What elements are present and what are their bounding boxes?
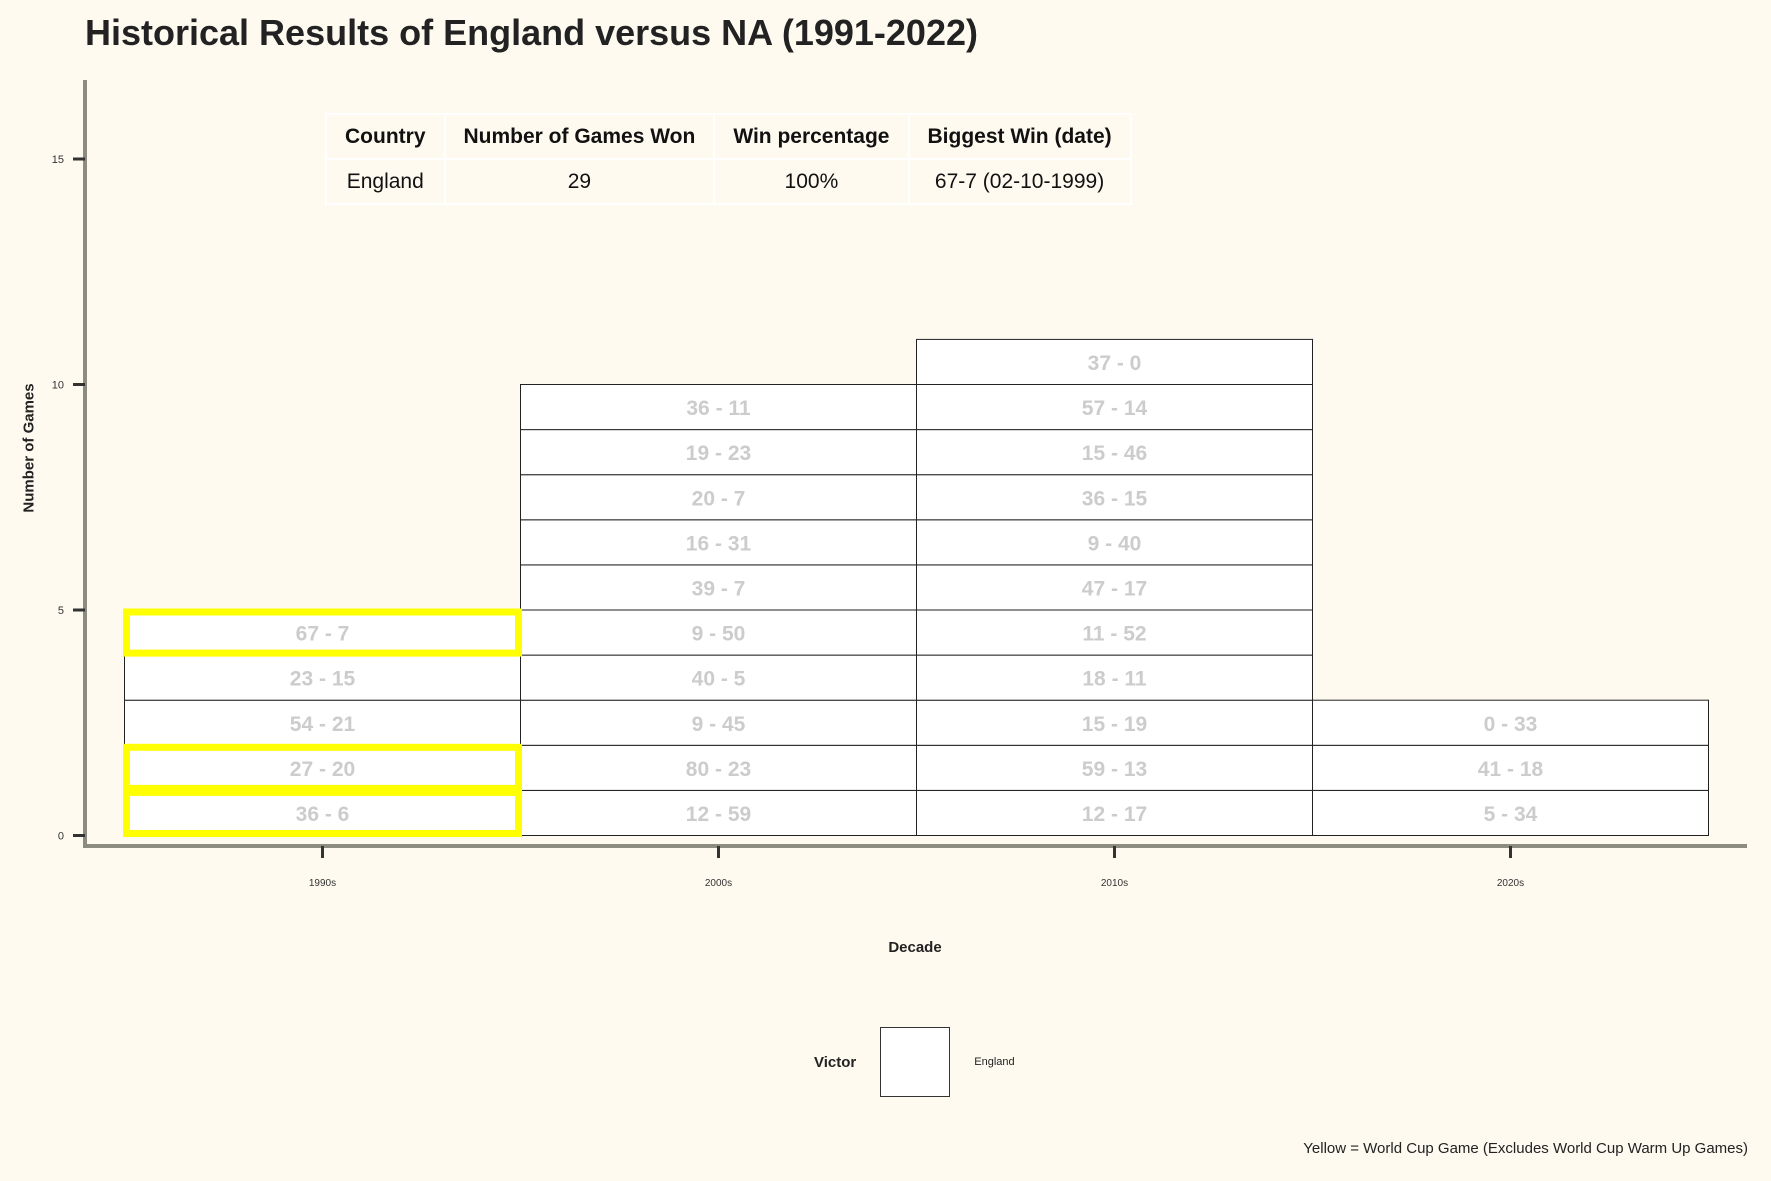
game-tile (916, 609, 1313, 656)
game-tile (916, 699, 1313, 746)
game-score-label: 54 - 21 (290, 713, 356, 736)
summary-cell-biggest-win: 67-7 (02-10-1999) (907, 158, 1132, 205)
y-tick-label: 5 (58, 605, 64, 617)
chart-title: Historical Results of England versus NA … (85, 12, 978, 53)
game-score-label: 23 - 15 (290, 668, 356, 691)
game-score-label: 36 - 11 (686, 397, 751, 420)
game-tile (1312, 744, 1709, 791)
game-score-label: 9 - 50 (692, 623, 746, 646)
y-tick-label: 0 (58, 831, 64, 843)
game-score-label: 0 - 33 (1484, 713, 1538, 736)
summary-header-games-won: Number of Games Won (443, 113, 716, 160)
game-score-label: 15 - 46 (1082, 442, 1147, 465)
summary-header-biggest-win: Biggest Win (date) (907, 113, 1132, 160)
game-score-label: 27 - 20 (290, 758, 355, 781)
game-tile (916, 338, 1313, 385)
game-score-label: 9 - 40 (1088, 532, 1142, 555)
summary-table-row: England 29 100% 67-7 (02-10-1999) (325, 158, 1132, 205)
y-tick-label: 10 (52, 380, 64, 392)
game-tile (1312, 699, 1709, 746)
game-tile (520, 429, 917, 476)
game-tile (520, 384, 917, 431)
legend-label-england: England (974, 1056, 1015, 1068)
game-tile (916, 744, 1313, 791)
game-tile (124, 699, 521, 746)
x-axis-label: Decade (888, 939, 942, 956)
game-tile (1312, 789, 1709, 837)
game-score-label: 20 - 7 (692, 487, 746, 510)
world-cup-highlight (123, 608, 522, 657)
game-score-label: 5 - 34 (1484, 803, 1538, 826)
world-cup-highlight (123, 788, 522, 838)
chart-caption: Yellow = World Cup Game (Excludes World … (1303, 1140, 1748, 1157)
game-score-label: 15 - 19 (1082, 713, 1147, 736)
summary-cell-games-won: 29 (443, 158, 716, 205)
game-tile (520, 744, 917, 791)
game-tile (916, 519, 1313, 566)
game-score-label: 41 - 18 (1478, 758, 1544, 781)
summary-table-header-row: Country Number of Games Won Win percenta… (325, 113, 1132, 160)
game-score-label: 19 - 23 (686, 442, 751, 465)
summary-header-country: Country (325, 113, 446, 160)
x-tick-label: 2010s (1101, 878, 1128, 889)
game-score-label: 9 - 45 (692, 713, 746, 736)
game-tile (520, 609, 917, 656)
game-score-label: 16 - 31 (686, 532, 752, 555)
game-tile (124, 654, 521, 701)
game-score-label: 12 - 59 (686, 803, 751, 826)
game-tile (520, 519, 917, 566)
summary-table: Country Number of Games Won Win percenta… (325, 113, 1132, 205)
game-score-label: 67 - 7 (296, 623, 350, 646)
game-tile (916, 654, 1313, 701)
legend-title: Victor (814, 1053, 857, 1071)
game-score-label: 36 - 15 (1082, 487, 1148, 510)
game-score-label: 57 - 14 (1082, 397, 1148, 420)
game-tile (916, 384, 1313, 431)
game-score-label: 12 - 17 (1082, 803, 1147, 826)
game-tile (124, 744, 521, 791)
legend-key-england (880, 1027, 951, 1097)
game-tile (916, 474, 1313, 521)
game-score-label: 80 - 23 (686, 758, 751, 781)
x-tick-label: 2000s (705, 878, 732, 889)
summary-cell-country: England (325, 158, 446, 205)
game-score-label: 11 - 52 (1082, 623, 1146, 646)
game-tile (520, 564, 917, 611)
game-score-label: 36 - 6 (296, 803, 350, 826)
game-score-label: 37 - 0 (1088, 352, 1142, 375)
game-score-label: 47 - 17 (1082, 577, 1147, 600)
legend: Victor England (814, 1026, 1015, 1098)
game-tile (520, 789, 917, 837)
y-axis-label: Number of Games (20, 383, 38, 513)
game-score-label: 39 - 7 (692, 577, 746, 600)
game-score-label: 40 - 5 (692, 668, 746, 691)
summary-cell-win-percentage: 100% (713, 158, 910, 205)
x-tick-label: 1990s (309, 878, 336, 889)
y-tick-label: 15 (52, 154, 64, 166)
summary-header-win-percentage: Win percentage (713, 113, 910, 160)
game-score-label: 59 - 13 (1082, 758, 1147, 781)
game-score-label: 18 - 11 (1082, 668, 1147, 691)
world-cup-highlight (123, 743, 522, 792)
game-tile (916, 429, 1313, 476)
game-tile (520, 474, 917, 521)
x-tick-label: 2020s (1497, 878, 1524, 889)
